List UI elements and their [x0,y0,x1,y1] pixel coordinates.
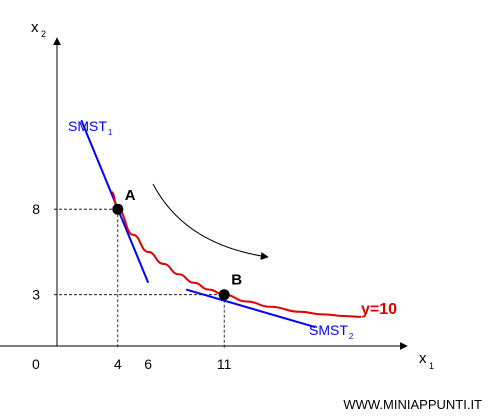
y-axis-label-subscript: 2 [41,29,46,39]
x-axis-label: x [419,350,427,367]
point-label-a: A [125,187,136,204]
tangent-line-2 [185,288,316,329]
y-tick-label: 3 [32,287,40,303]
x-tick-label: 4 [114,356,122,372]
tangent-label-2: SMST [309,322,348,338]
point-b [218,289,230,301]
tangent-label-subscript-2: 2 [349,332,354,341]
x-tick-label: 6 [144,356,152,372]
point-label-b: B [231,272,242,289]
isoquant-curve [111,191,362,318]
movement-arrow [152,183,269,260]
y-axis-label: x [31,19,39,36]
tangency-points: AB [112,187,242,301]
tangent-label-subscript-1: 1 [108,128,113,137]
y-tick-labels: 38 [32,201,40,303]
watermark: WWW.MINIAPPUNTI.IT [343,397,482,412]
point-a [112,203,124,215]
y-tick-label: 8 [32,201,40,217]
tangent-label-1: SMST [68,118,107,134]
x-tick-label: 11 [217,356,232,372]
curve-label: y=10 [361,301,397,318]
x-tick-labels: 4 6 11 [114,356,232,372]
dashed-guides [54,208,225,349]
x-axis-label-subscript: 1 [429,361,434,371]
origin-label: 0 [32,356,40,372]
